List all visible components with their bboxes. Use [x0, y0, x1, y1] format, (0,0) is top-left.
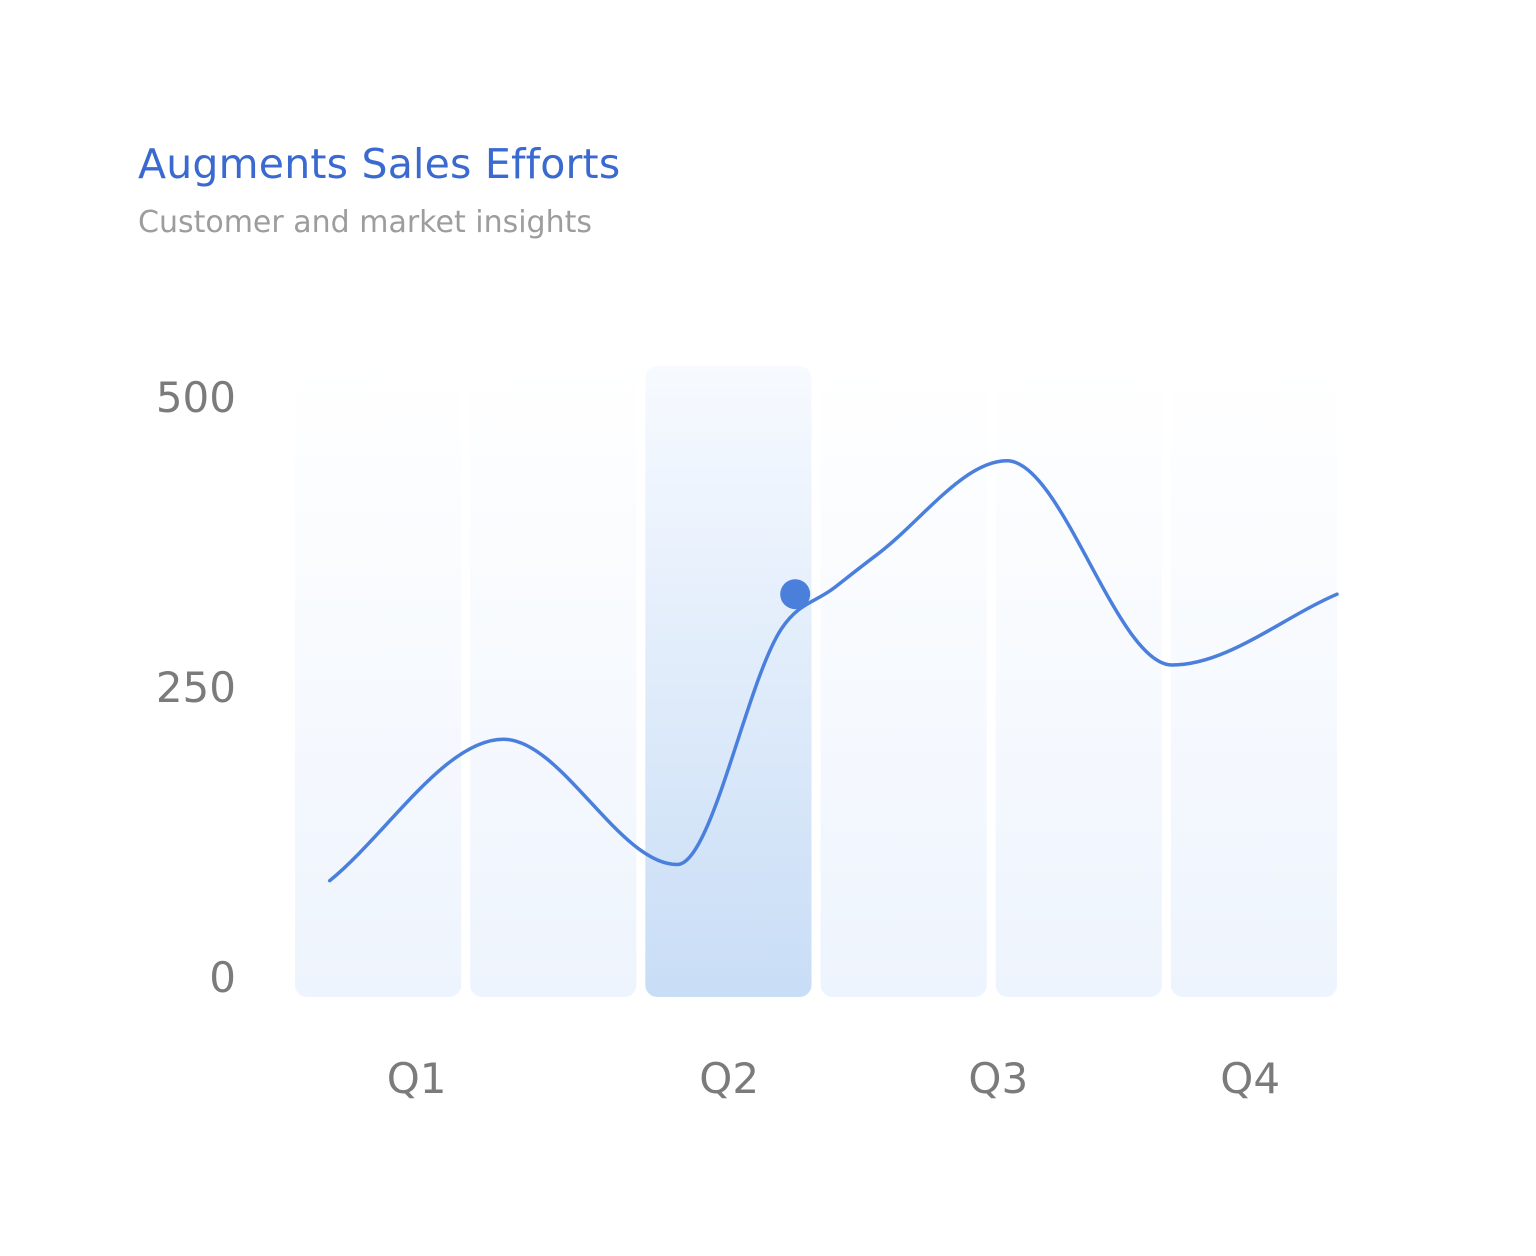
- x-tick-label: Q2: [699, 1054, 759, 1103]
- x-tick-label: Q4: [1220, 1054, 1280, 1103]
- y-tick-label: 500: [156, 373, 236, 422]
- column-bands: [295, 366, 1337, 997]
- x-tick-label: Q3: [968, 1054, 1028, 1103]
- column-band: [820, 366, 987, 997]
- x-axis: Q1 Q2 Q3 Q4: [387, 1054, 1280, 1103]
- series-layer: [327, 459, 1339, 883]
- series-line: [327, 459, 1339, 883]
- x-tick-label: Q1: [387, 1054, 447, 1103]
- y-tick-label: 250: [156, 663, 236, 712]
- y-axis: 500 250 0: [156, 373, 236, 1002]
- column-band: [995, 366, 1162, 997]
- column-band: [1170, 366, 1337, 997]
- chart-title: Augments Sales Efforts: [138, 140, 621, 188]
- column-band-highlighted: [645, 366, 812, 997]
- highlight-point-marker[interactable]: [780, 579, 811, 610]
- column-band: [470, 366, 637, 997]
- y-tick-label: 0: [209, 953, 236, 1002]
- column-band: [295, 366, 462, 997]
- chart-subtitle: Customer and market insights: [138, 205, 592, 240]
